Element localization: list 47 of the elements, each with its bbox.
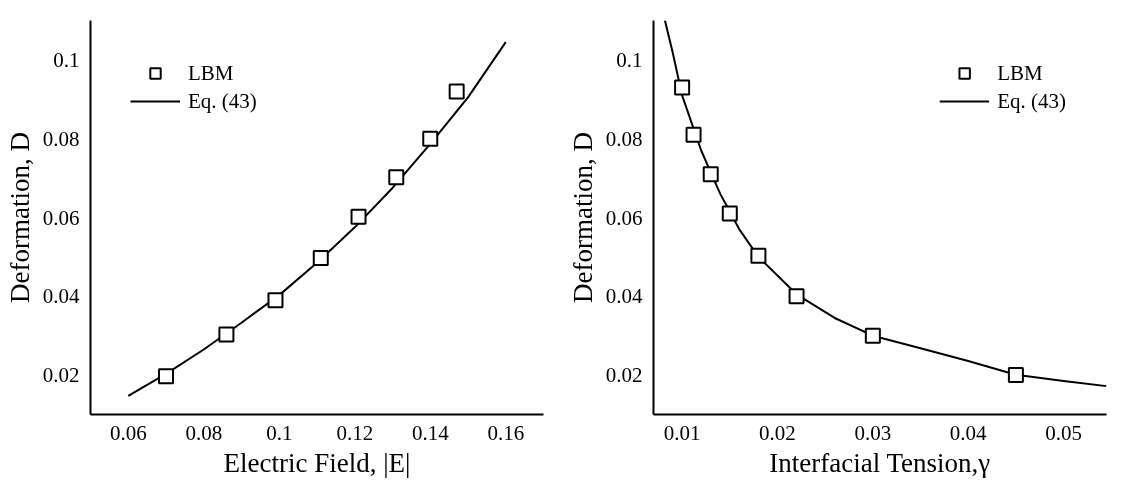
point: [422, 130, 439, 147]
x-tick-label: 0.04: [949, 420, 988, 445]
point: [1007, 367, 1024, 384]
x-tick-label: 0.03: [854, 420, 892, 445]
point: [350, 208, 367, 225]
point: [218, 326, 235, 343]
x-tick-label: 0.02: [759, 420, 796, 445]
y-tick-label: 0.1: [616, 47, 643, 72]
point: [674, 79, 691, 96]
point: [750, 247, 767, 264]
legend-label: Eq. (43): [188, 88, 257, 114]
line-series: [127, 41, 507, 397]
point: [388, 169, 405, 186]
y-axis-title: Deformation, D: [4, 132, 35, 303]
y-axis-title: Deformation, D: [567, 132, 598, 303]
y-tick-label: 0.04: [605, 284, 643, 309]
x-tick-label: 0.05: [1045, 420, 1082, 445]
x-tick-label: 0.01: [663, 420, 701, 445]
y-tick-label: 0.02: [605, 363, 643, 388]
x-tick-label: 0.14: [411, 420, 450, 445]
point: [721, 205, 738, 222]
legend-label: LBM: [997, 60, 1043, 86]
point: [158, 368, 174, 385]
x-tick-label: 0.06: [109, 420, 147, 445]
x-axis-title: Interfacial Tension,γ: [769, 447, 991, 478]
x-tick-label: 0.1: [266, 420, 293, 445]
x-tick-label: 0.08: [185, 420, 223, 445]
point: [702, 166, 719, 183]
point: [685, 126, 702, 143]
line-series: [663, 20, 1107, 388]
y-tick-label: 0.08: [42, 126, 80, 151]
point: [312, 250, 329, 267]
y-tick-label: 0.06: [605, 205, 643, 230]
point: [267, 292, 284, 309]
y-tick-label: 0.1: [53, 47, 80, 72]
x-tick-label: 0.12: [336, 420, 374, 445]
y-tick-label: 0.08: [605, 126, 643, 151]
x-axis-title: Electric Field, |E|: [223, 447, 411, 478]
y-tick-label: 0.02: [42, 363, 80, 388]
y-tick-label: 0.06: [42, 205, 80, 230]
point: [448, 83, 465, 100]
legend-label: LBM: [188, 60, 234, 86]
legend-label: Eq. (43): [997, 88, 1066, 114]
point: [864, 327, 881, 344]
x-tick-label: 0.16: [487, 420, 525, 445]
y-tick-label: 0.04: [42, 284, 80, 309]
point: [788, 288, 805, 305]
